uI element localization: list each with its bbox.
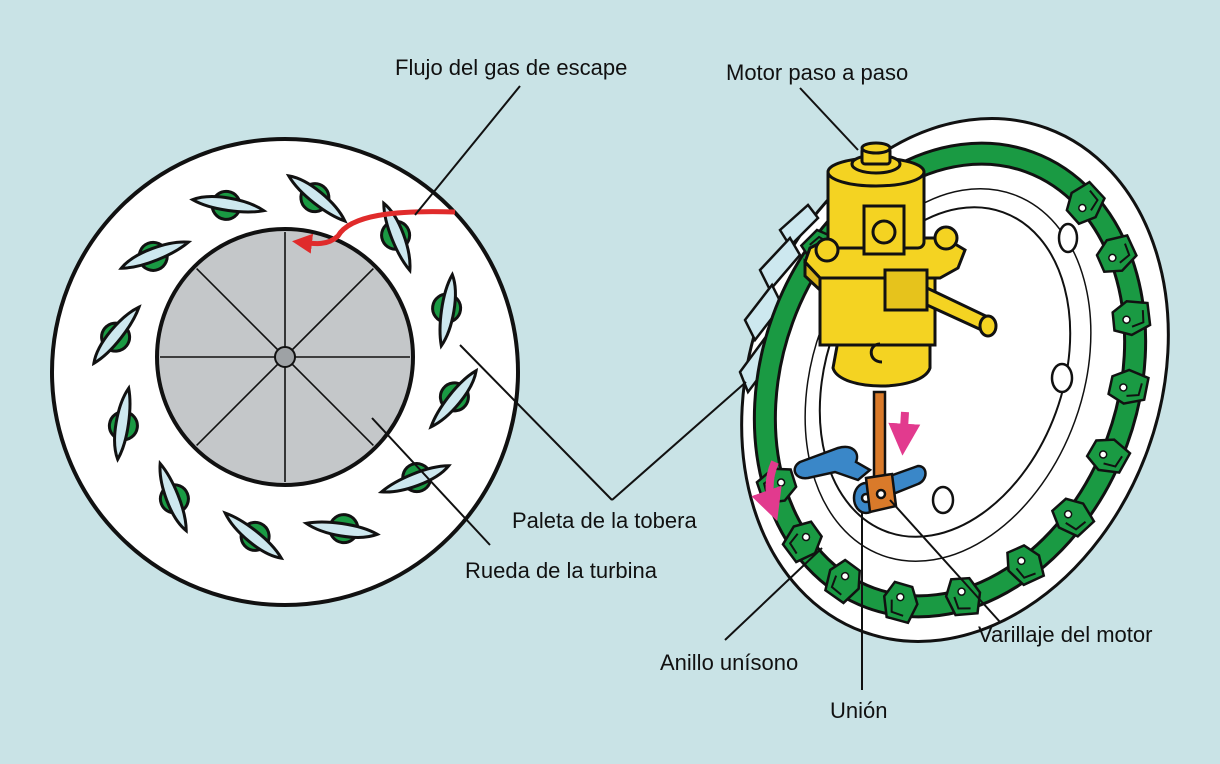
leader-motor-linkage — [889, 499, 1001, 623]
leader-stepper-motor — [799, 87, 859, 151]
vane-lever — [1006, 544, 1046, 587]
nozzle-vane — [285, 173, 348, 224]
vane-lever — [781, 520, 824, 564]
vane-lever — [1050, 497, 1096, 538]
label-unison-ring: Anillo unísono — [660, 650, 799, 675]
nozzle-vane — [91, 304, 142, 367]
leader-unison-ring — [724, 547, 823, 641]
leader-vane-left — [459, 344, 613, 501]
nozzle-vane — [377, 462, 452, 494]
nozzle-ring-schematic — [50, 137, 520, 607]
rotation-arrow-left — [751, 460, 782, 522]
label-motor-linkage: Varillaje del motor — [978, 622, 1153, 647]
label-stepper-motor: Motor paso a paso — [726, 60, 909, 85]
rotation-arrow-top — [888, 411, 921, 456]
turbine-blade-line — [284, 356, 374, 446]
nozzle-vanes — [91, 173, 479, 561]
stepper-motor-body — [803, 141, 998, 388]
leader-turbine-wheel — [371, 417, 491, 546]
turbine-blade-line — [196, 268, 286, 358]
turbine-blade-line — [196, 356, 286, 446]
turbine-wheel — [155, 227, 415, 487]
nozzle-vane — [118, 240, 193, 272]
vane-lever — [823, 558, 862, 605]
vane-lever — [1085, 438, 1132, 474]
union-link — [793, 445, 927, 515]
vgt-assembly-illustration — [738, 117, 1170, 643]
nozzle-vane — [302, 513, 381, 545]
motor-linkage-rod — [864, 390, 898, 514]
nozzle-vane — [107, 384, 139, 463]
leader-lines — [371, 85, 1001, 690]
vane-lever — [1095, 233, 1138, 274]
turbine-blade-line — [284, 268, 374, 358]
turbine-hub — [274, 346, 296, 368]
label-exhaust-flow: Flujo del gas de escape — [395, 55, 628, 80]
label-union: Unión — [830, 698, 888, 723]
nozzle-vane — [222, 510, 285, 561]
label-turbine-wheel: Rueda de la turbina — [465, 558, 658, 583]
vane-lever — [1107, 368, 1150, 405]
vane-lever — [882, 580, 919, 625]
nozzle-vane — [431, 271, 463, 350]
nozzle-vane — [158, 459, 190, 534]
nozzle-vane — [189, 189, 268, 221]
exhaust-flow-arrow — [292, 209, 456, 254]
leader-vane-right — [611, 381, 747, 501]
leader-exhaust-flow — [414, 85, 521, 216]
nozzle-vanes-3d — [738, 203, 820, 395]
vane-lever — [1065, 180, 1106, 226]
vane-lever — [944, 576, 982, 617]
nozzle-vane — [380, 200, 412, 275]
nozzle-vane — [428, 367, 479, 430]
vane-lever — [1111, 299, 1152, 337]
label-nozzle-vane: Paleta de la tobera — [512, 508, 697, 533]
